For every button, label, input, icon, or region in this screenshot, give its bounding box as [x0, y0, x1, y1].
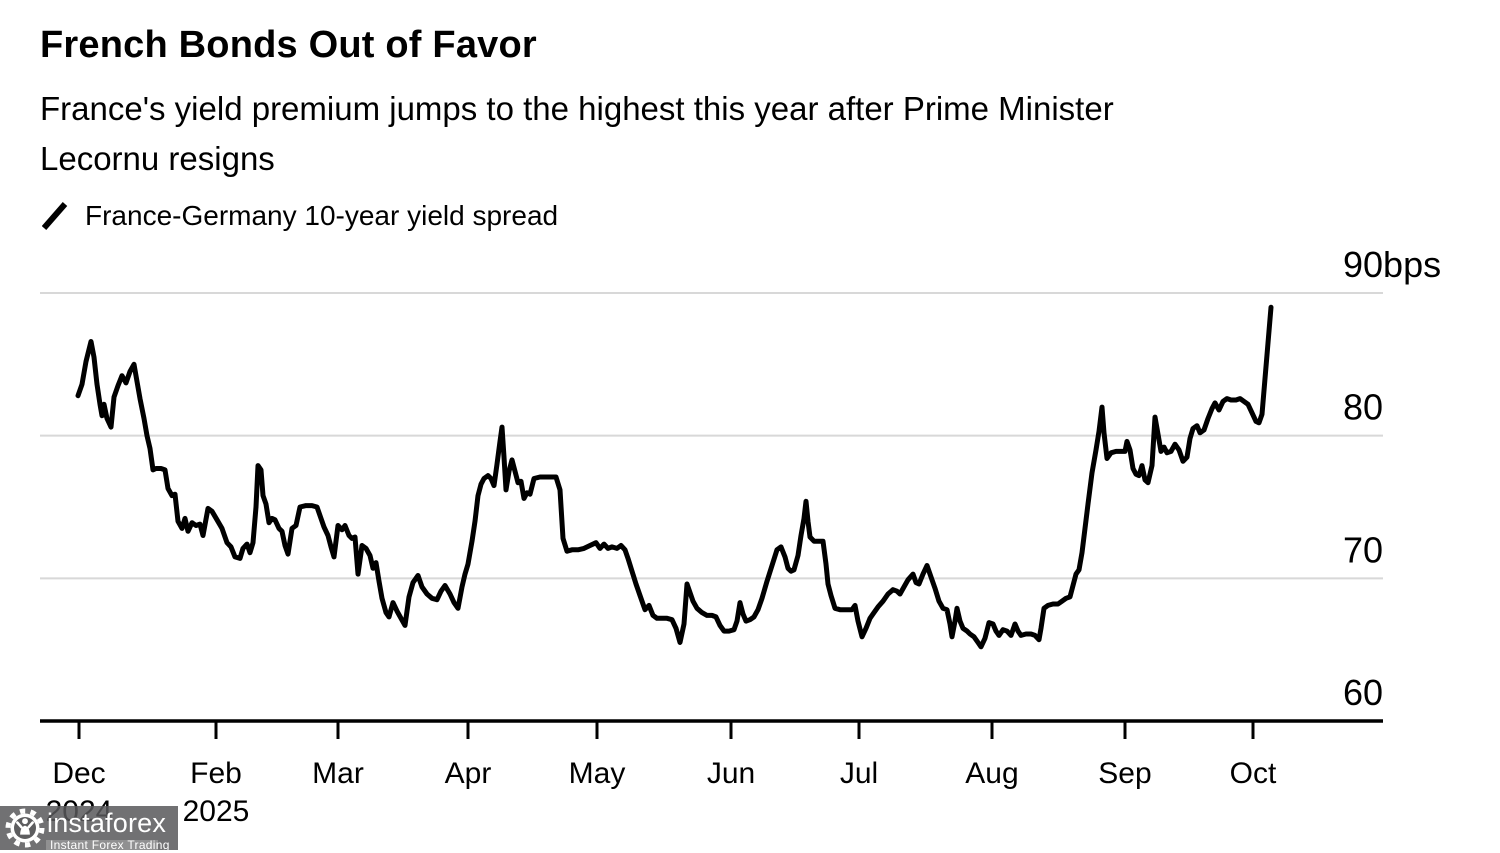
subtitle-line-1: France's yield premium jumps to the high… — [40, 90, 1114, 127]
chart-subtitle: France's yield premium jumps to the high… — [40, 84, 1400, 184]
x-tick-label-sep: Sep — [1098, 757, 1151, 790]
x-tick-label-dec: Dec — [52, 757, 105, 790]
chart-header: French Bonds Out of Favor — [40, 24, 1440, 66]
line-series-icon — [41, 201, 68, 231]
watermark-brand-name: instaforex — [47, 808, 167, 838]
x-tick-label-oct: Oct — [1230, 757, 1277, 790]
legend: France-Germany 10-year yield spread — [41, 198, 559, 234]
series-line-france-germany-spread — [75, 304, 1274, 650]
x-tick-label-apr: Apr — [445, 757, 492, 790]
subtitle-line-2: Lecornu resigns — [40, 140, 275, 177]
y-axis-label-60: 60 — [1343, 672, 1383, 713]
x-year-label-2025: 2025 — [183, 795, 250, 828]
watermark: instaforex Instant Forex Trading — [0, 806, 178, 853]
x-tick-label-aug: Aug — [965, 757, 1018, 790]
x-tick-label-jul: Jul — [840, 757, 878, 790]
x-tick-label-may: May — [569, 757, 626, 790]
watermark-tagline: Instant Forex Trading — [50, 838, 170, 852]
x-tick-label-mar: Mar — [312, 757, 364, 790]
y-axis-label-90: 90bps — [1343, 244, 1441, 285]
y-axis-label-80: 80 — [1343, 387, 1383, 428]
page-title: French Bonds Out of Favor — [40, 24, 537, 66]
x-tick-label-feb: Feb — [190, 757, 242, 790]
instaforex-gear-logo-icon — [5, 808, 45, 848]
y-axis-label-70: 70 — [1343, 529, 1383, 570]
legend-label: France-Germany 10-year yield spread — [85, 200, 559, 231]
x-tick-label-jun: Jun — [707, 757, 755, 790]
